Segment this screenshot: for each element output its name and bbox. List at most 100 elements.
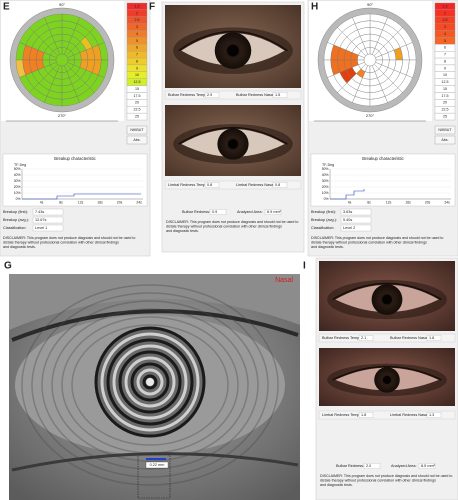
scale-label: 17.5 — [134, 94, 141, 98]
scale-label: 3 — [136, 25, 138, 29]
x-tick-label: 8s — [367, 200, 371, 204]
button[interactable] — [434, 125, 456, 135]
field-value: 1.8 — [361, 413, 366, 417]
field-box — [340, 224, 372, 232]
lower-lid — [11, 452, 299, 472]
y-tick-label: 40% — [14, 173, 21, 177]
field-label: Classification: — [3, 226, 26, 230]
scale-label: 20 — [443, 101, 447, 105]
measure-label: 0.22 mm — [150, 463, 165, 467]
chart-box — [2, 153, 148, 207]
pupil — [228, 139, 238, 150]
x-tick-label: 16s — [405, 200, 411, 204]
map-sector — [98, 59, 109, 78]
button-label[interactable]: NIKBUT — [130, 128, 144, 132]
placido-ring — [94, 326, 206, 438]
side-label: Nasal — [275, 277, 293, 284]
y-tick-label: 10% — [14, 191, 21, 195]
scale-label: 7 — [136, 53, 138, 57]
field-value: 2.1 — [361, 336, 366, 340]
field-label: Analyzed Area: — [237, 210, 263, 214]
x-tick-label: 20s — [425, 200, 431, 204]
y-axis-label: TF-Deg — [322, 163, 334, 167]
chart-title: Breakup characteristic — [54, 156, 95, 161]
measure-box — [137, 454, 171, 499]
scale-label: 7 — [444, 53, 446, 57]
x-tick-label: 24s — [444, 200, 450, 204]
field-label: Bulbar Redness: — [182, 210, 210, 214]
scale-label: 2 — [444, 11, 446, 15]
y-tick-label: 0% — [16, 197, 21, 201]
button[interactable] — [126, 125, 148, 135]
button[interactable] — [126, 135, 148, 145]
angle-label: 270° — [366, 113, 375, 118]
scale-label: 2 — [136, 11, 138, 15]
field-value: 5.40s — [343, 218, 352, 222]
placido-ring — [118, 350, 182, 414]
field-label: Limbal Redness Temporal: — [168, 183, 213, 187]
breakup-curve — [330, 189, 365, 200]
scale-label: 22.5 — [442, 108, 449, 112]
scale-label: 8 — [444, 59, 446, 63]
field-label: Analyzed Area: — [391, 464, 417, 468]
angle-label: 270° — [58, 113, 67, 118]
button-label[interactable]: Abs. — [441, 138, 448, 142]
placido-ring — [100, 332, 200, 432]
field-label: Bulbar Redness Nasal: — [390, 336, 429, 340]
scale-label: 10 — [135, 73, 139, 77]
placido-outer-ring — [41, 300, 259, 470]
scale-label: 1.3 — [443, 4, 448, 8]
scale-label: 6 — [136, 46, 138, 50]
scale-label: 2.5 — [443, 18, 448, 22]
scale-label: 12.5 — [134, 80, 141, 84]
map-sector — [406, 59, 417, 78]
field-label: Breakup (first): — [3, 210, 28, 214]
button[interactable] — [434, 135, 456, 145]
field-box — [32, 208, 64, 216]
scale-label: 20 — [135, 101, 139, 105]
x-tick-label: 4s — [40, 200, 44, 204]
disclaimer: DISCLAIMER: This program does not produc… — [320, 474, 452, 487]
field-box — [363, 463, 381, 469]
placido-ring — [136, 368, 164, 396]
disclaimer: DISCLAIMER: This program does not produc… — [166, 220, 298, 233]
scale-label: 22.5 — [134, 108, 141, 112]
field-value: Level 2 — [343, 226, 355, 230]
scale-label: 17.5 — [442, 94, 449, 98]
measure-label-box — [145, 461, 169, 469]
field-value: 6.9 mm² — [267, 210, 282, 214]
lid-edge — [11, 309, 299, 342]
x-tick-label: 24s — [136, 200, 142, 204]
field-box — [426, 335, 442, 341]
field-value: 7.43s — [35, 210, 44, 214]
placido-outer-ring — [51, 308, 249, 462]
field-value: 12.67s — [35, 218, 47, 222]
y-tick-label: 10% — [322, 191, 329, 195]
y-tick-label: 0% — [324, 197, 329, 201]
y-tick-label: 30% — [322, 179, 329, 183]
field-box — [272, 92, 288, 98]
field-box — [426, 412, 442, 418]
scale-label: 25 — [443, 115, 447, 119]
upper-lid — [178, 30, 288, 52]
field-box — [264, 209, 282, 215]
field-value: 1.5 — [275, 93, 280, 97]
chart-title: Breakup characteristic — [362, 156, 403, 161]
field-box — [32, 224, 64, 232]
field-value: 0.9 — [212, 210, 217, 214]
scale-label: 12.5 — [442, 80, 449, 84]
x-tick-label: 20s — [117, 200, 123, 204]
button-label[interactable]: NIKBUT — [438, 128, 452, 132]
pupil — [227, 44, 239, 57]
placido-outer-ring — [31, 292, 269, 478]
upper-lid — [178, 127, 288, 145]
field-value: 8.5 mm² — [421, 464, 436, 468]
scale-label: 10 — [443, 73, 447, 77]
scale-label: 5 — [136, 39, 138, 43]
button-label[interactable]: Abs. — [133, 138, 140, 142]
angle-label: 90° — [59, 2, 65, 7]
field-label: Bulbar Redness Temporal: — [168, 93, 213, 97]
scale-label: 4 — [444, 32, 446, 36]
scale-label: 8 — [136, 59, 138, 63]
scale-label: 5 — [444, 39, 446, 43]
